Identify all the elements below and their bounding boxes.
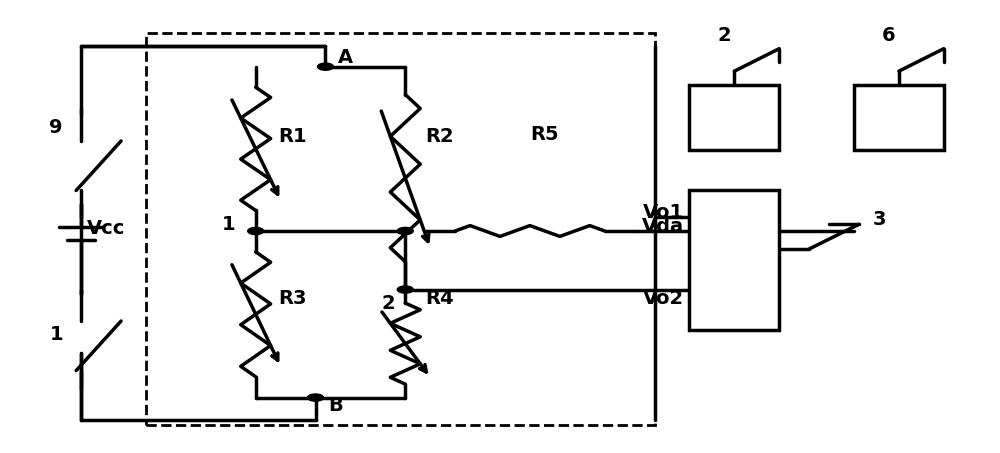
Text: 2: 2 — [718, 26, 731, 45]
Text: 3: 3 — [872, 210, 886, 229]
Text: Vo1: Vo1 — [643, 203, 684, 222]
Text: 1: 1 — [49, 325, 63, 344]
Circle shape — [397, 227, 413, 235]
Circle shape — [397, 286, 413, 293]
Text: R5: R5 — [531, 125, 559, 144]
Text: Vo2: Vo2 — [643, 289, 684, 308]
Text: Vda: Vda — [642, 217, 684, 236]
Text: R3: R3 — [279, 289, 307, 308]
Circle shape — [248, 227, 264, 235]
Text: 2: 2 — [382, 294, 395, 313]
Text: 1: 1 — [222, 215, 236, 234]
Text: R2: R2 — [425, 127, 454, 146]
Text: B: B — [328, 396, 343, 415]
Text: 9: 9 — [49, 118, 63, 137]
Circle shape — [308, 394, 323, 401]
Text: Vcc: Vcc — [87, 219, 125, 238]
Bar — [689, 190, 779, 330]
Text: A: A — [338, 48, 353, 67]
Bar — [854, 85, 944, 150]
Text: 6: 6 — [882, 26, 896, 45]
Bar — [689, 85, 779, 150]
Text: R4: R4 — [425, 289, 454, 308]
Circle shape — [318, 63, 333, 70]
Text: R1: R1 — [279, 127, 307, 146]
